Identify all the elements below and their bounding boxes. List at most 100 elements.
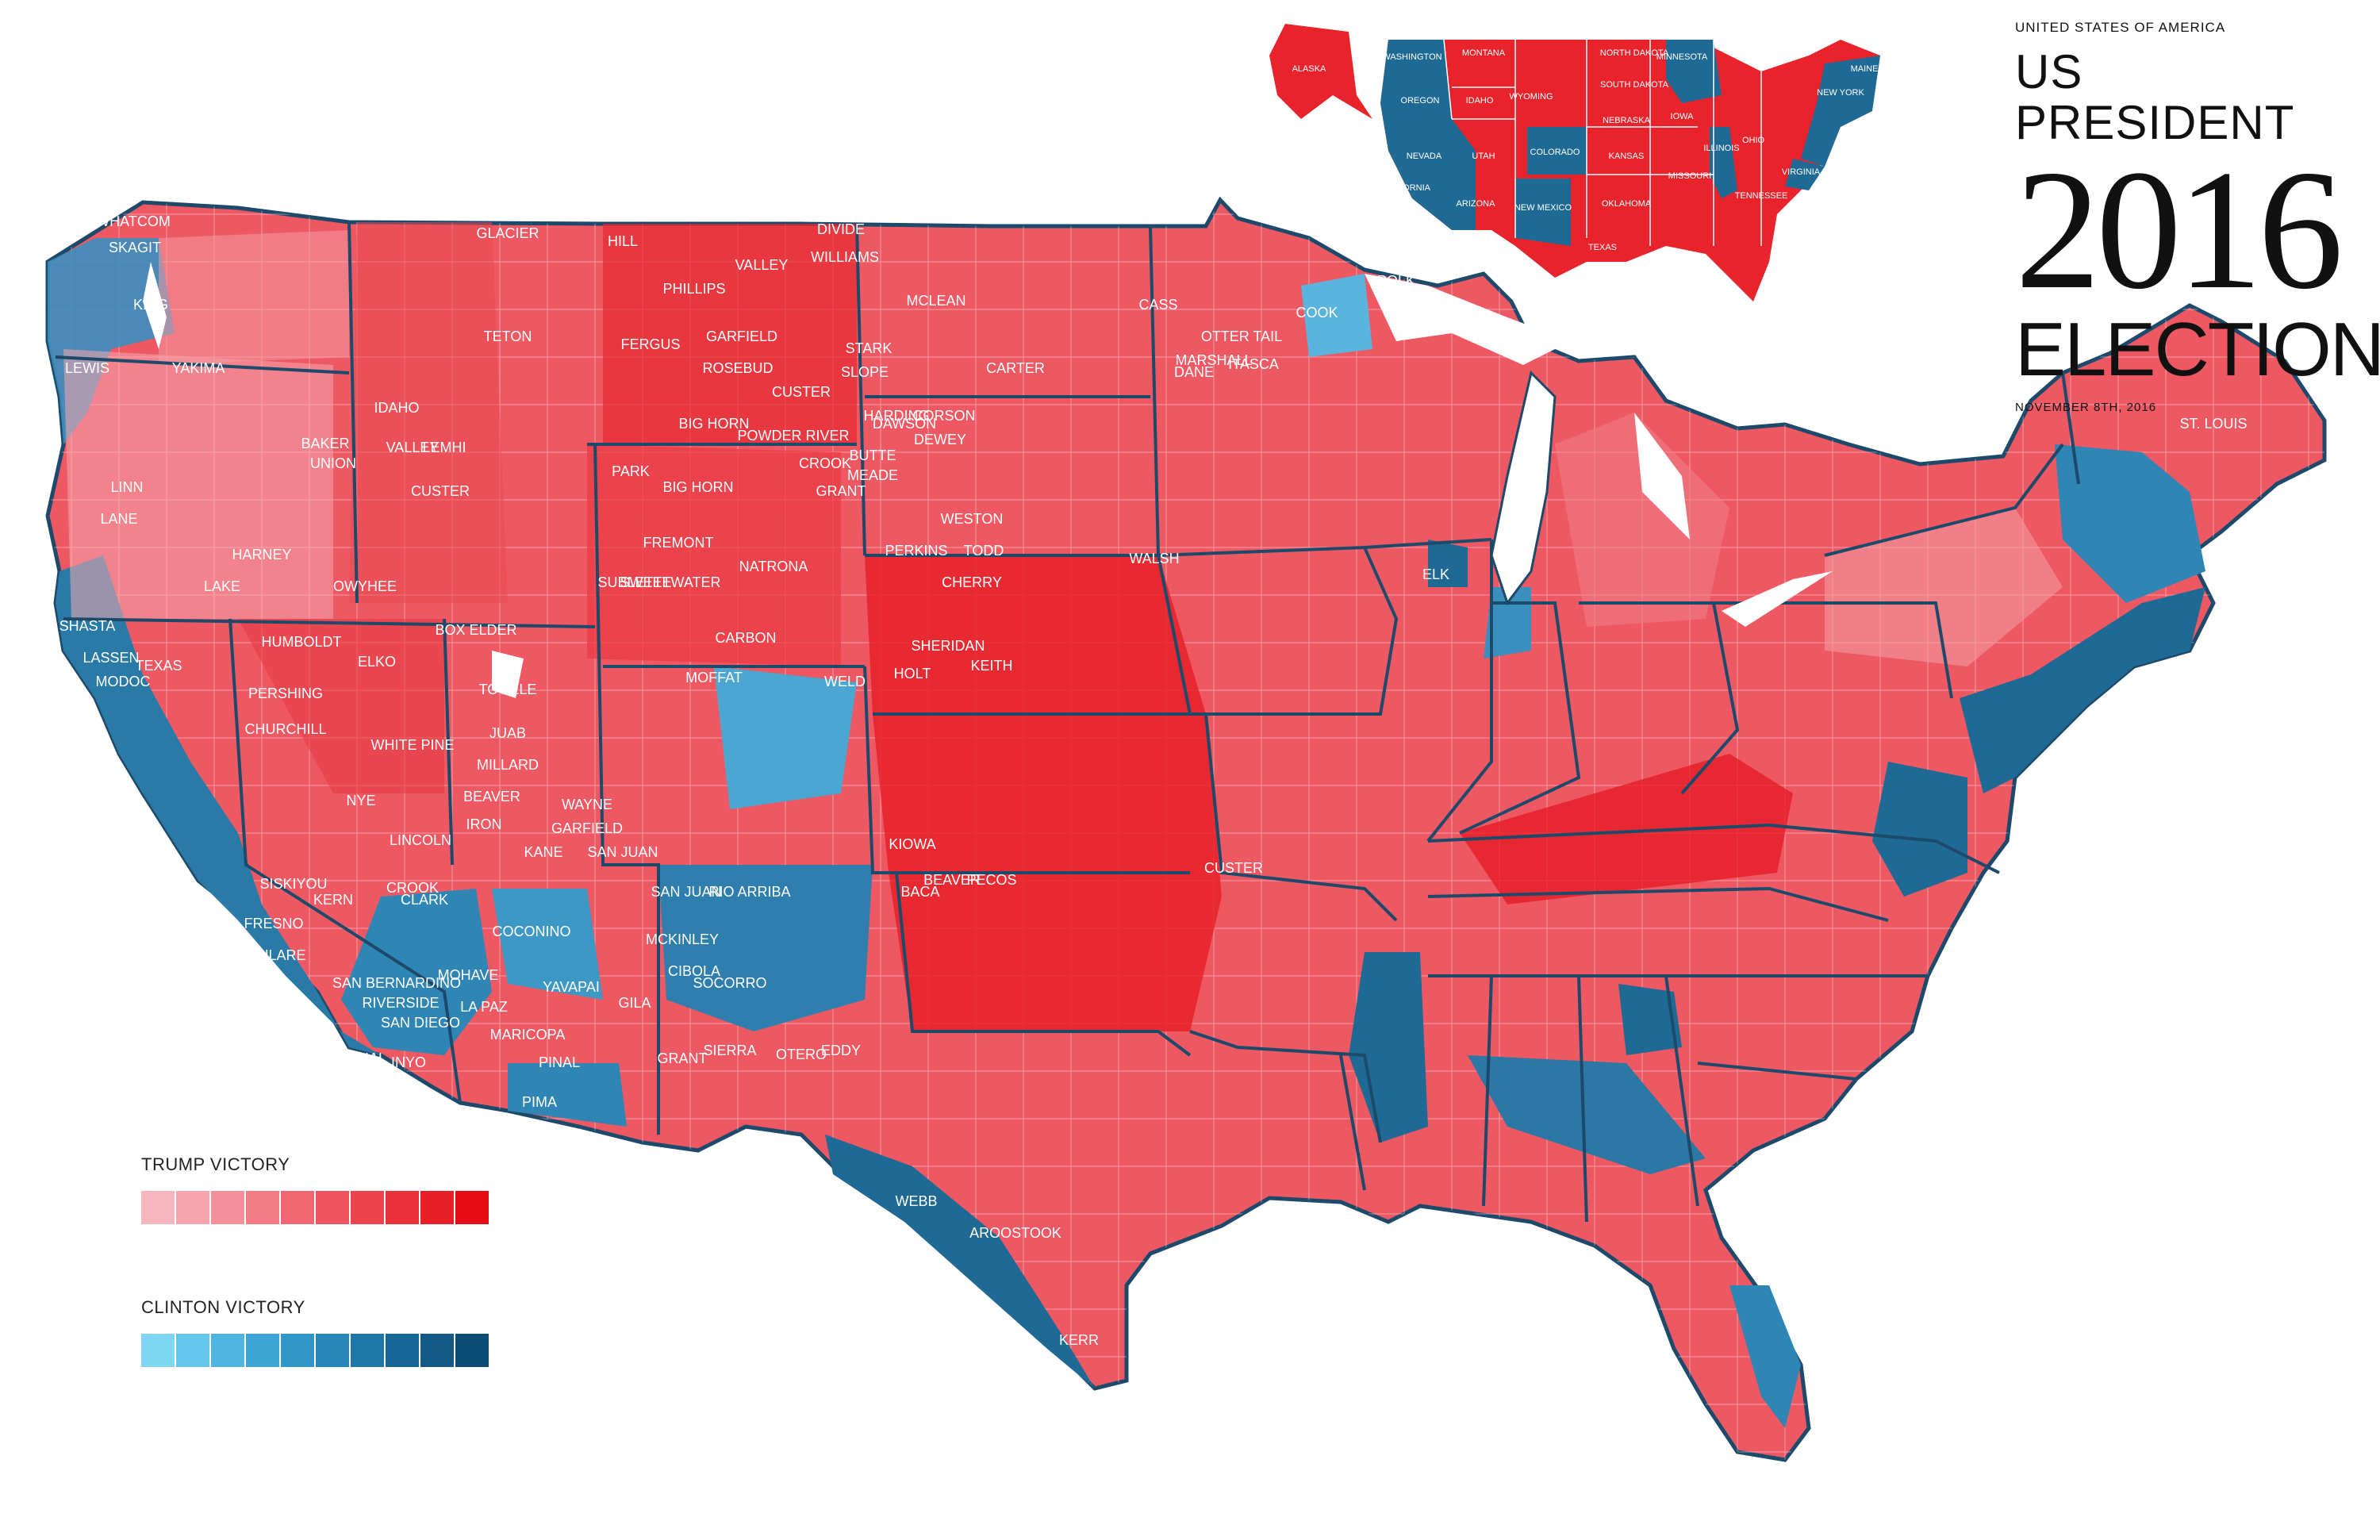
county-label: CROOK (799, 455, 851, 471)
legend-clinton-swatches (141, 1334, 554, 1367)
inset-state-label: OKLAHOMA (1602, 199, 1652, 209)
inset-alaska (1269, 24, 1372, 119)
inset-state-label: MAINE (1851, 64, 1879, 74)
county-label: IDAHO (374, 400, 419, 416)
county-label: TETON (484, 328, 532, 344)
county-label: KEITH (970, 658, 1012, 674)
county-label: YAVAPAI (543, 979, 600, 995)
socal-clinton (341, 889, 492, 1055)
county-label: ROSEBUD (702, 360, 773, 376)
trump-swatch-4 (246, 1191, 281, 1224)
inset-state-label: IDAHO (1466, 96, 1494, 106)
county-label: CORSON (912, 408, 975, 424)
trump-swatch-10 (455, 1191, 490, 1224)
county-label: SHERIDAN (911, 638, 985, 654)
county-label: HUMBOLDT (261, 634, 341, 650)
inset-state-label: COLORADO (1530, 148, 1580, 157)
county-label: OTERO (776, 1047, 827, 1062)
inset-state-label: OHIO (1742, 136, 1765, 145)
county-label: LANE (100, 511, 137, 527)
county-label: WILLIAMS (811, 249, 879, 265)
county-label: HOLT (894, 666, 931, 682)
county-label: SUBLETTE (597, 574, 671, 590)
county-label: CHURCHILL (244, 721, 326, 737)
county-label: LAKE (204, 578, 240, 594)
county-label: LASSEN (83, 650, 139, 666)
inset-state-label: TENNESSEE (1735, 191, 1788, 201)
county-label: PERSHING (248, 686, 323, 701)
inset-state-label: NEW YORK (1817, 88, 1864, 98)
county-label: DIVIDE (817, 221, 865, 237)
county-label: SOCORRO (693, 975, 766, 991)
county-label: GARFIELD (551, 820, 623, 836)
inset-state-label: NEVADA (1407, 152, 1442, 161)
clinton-swatch-2 (176, 1334, 211, 1367)
county-label: MODOC (96, 674, 151, 689)
county-label: TEXAS (135, 658, 182, 674)
county-label: POWDER RIVER (737, 428, 849, 444)
county-label: CROOK (386, 880, 439, 896)
trump-swatch-1 (141, 1191, 176, 1224)
county-label: PERKINS (885, 543, 947, 559)
arizona-blue-counties (492, 889, 603, 1000)
inset-state-label: WASHINGTON (1382, 52, 1441, 62)
county-label: DANE (1174, 364, 1214, 380)
election-date: NOVEMBER 8TH, 2016 (2015, 401, 2157, 414)
great-salt-lake (492, 651, 524, 698)
county-label: HARNEY (232, 547, 291, 563)
county-label: PARK (612, 463, 650, 479)
county-label: MARICOPA (490, 1027, 566, 1043)
county-label: VALLEY (386, 440, 440, 455)
county-label: OTTER TAIL (1201, 328, 1282, 344)
county-label: BAKER (301, 436, 349, 451)
clinton-swatch-5 (281, 1334, 316, 1367)
county-labels: WHATCOM SKAGIT KING LEWIS YAKIMA LANE LINN HARN… (60, 213, 2248, 1348)
county-label: HILL (608, 233, 638, 249)
lake-huron (1634, 413, 1690, 540)
county-label: UNION (310, 455, 356, 471)
county-label: BEAVER (923, 872, 981, 888)
inset-state-label: MONTANA (1462, 48, 1506, 58)
county-label: TULARE (249, 947, 305, 963)
county-label: LA PAZ (460, 999, 508, 1015)
northeast-corridor-blue (1960, 587, 2205, 793)
clinton-swatch-9 (420, 1334, 455, 1367)
county-label: SLOPE (841, 364, 889, 380)
county-label: MARSHALL (1175, 352, 1252, 368)
county-label: CUSTER (1204, 860, 1263, 876)
county-label: PECOS (966, 872, 1016, 888)
county-label: CIBOLA (668, 963, 720, 979)
county-label: BOX ELDER (435, 622, 516, 638)
inset-illinois (1710, 127, 1737, 198)
county-label: FERGUS (620, 336, 680, 352)
county-label: CUSTER (411, 483, 470, 499)
county-label: VALLEY (735, 257, 789, 273)
county-label: WHITE PINE (370, 737, 454, 753)
clinton-swatch-3 (211, 1334, 246, 1367)
county-label: KERN (313, 892, 353, 908)
county-label: HARDING (863, 408, 929, 424)
county-label: ELKO (358, 654, 396, 670)
legend-clinton: CLINTON VICTORY (141, 1297, 554, 1367)
duluth-blue (1301, 274, 1372, 357)
inset-conus (1380, 40, 1880, 301)
oregon-pink (63, 349, 333, 619)
title-line1: US PRESIDENT (2015, 45, 2295, 149)
county-label: NATRONA (739, 559, 808, 574)
lake-superior (1365, 274, 1571, 365)
inset-new-mexico (1515, 179, 1571, 246)
county-label: SWEETWATER (620, 574, 721, 590)
county-label: FRESNO (244, 916, 303, 931)
county-label: LEMHI (422, 440, 466, 455)
state-borders (55, 221, 2080, 1223)
county-label: SAN DIEGO (381, 1015, 460, 1031)
lake-michigan (1490, 371, 1557, 606)
clinton-swatch-6 (316, 1334, 351, 1367)
county-label: WESTON (941, 511, 1004, 527)
atlanta-blue (1618, 984, 1682, 1055)
county-label: MCKINLEY (646, 931, 719, 947)
county-label: EDDY (821, 1043, 861, 1058)
county-label: DAWSON (873, 416, 936, 432)
clinton-swatch-7 (351, 1334, 386, 1367)
county-label: LINCOLN (390, 832, 451, 848)
